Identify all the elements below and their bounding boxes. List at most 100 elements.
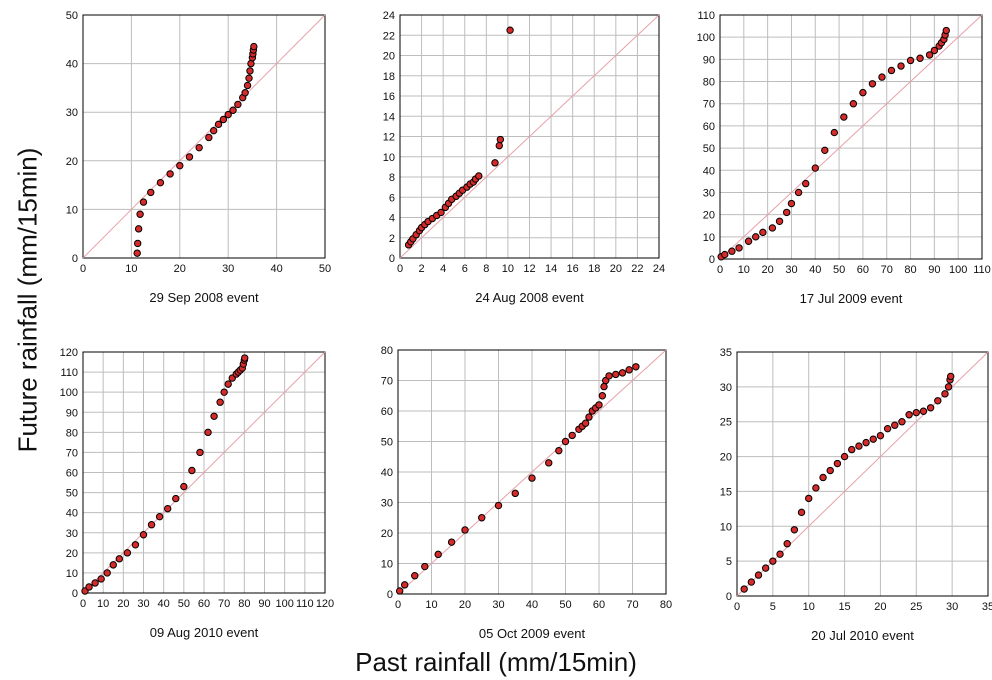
x-tick-label: 40 [270, 263, 282, 275]
y-tick-label: 30 [66, 107, 78, 119]
data-point [898, 418, 906, 426]
data-point [883, 424, 892, 433]
y-tick-label: 70 [381, 376, 393, 388]
chart-panel-6: 0 5 10 15 20 25 30 35 0 5 10 15 20 25 30 35 20 Jul 2010 … [720, 347, 992, 643]
data-point [797, 508, 806, 517]
x-tick-label: 0 [717, 264, 723, 276]
data-point [794, 188, 803, 197]
y-tick-label: 40 [66, 59, 78, 71]
data-point [919, 407, 928, 415]
x-tick-label: 60 [198, 598, 210, 610]
x-tick-label: 0 [80, 263, 86, 275]
y-tick-label: 0 [387, 589, 393, 601]
x-tick-label: 14 [545, 263, 557, 275]
data-point [224, 110, 232, 119]
data-point [761, 564, 770, 572]
data-point [461, 526, 469, 534]
data-point [916, 54, 924, 62]
y-tick-label: 16 [383, 91, 395, 103]
x-tick-label: 22 [631, 263, 643, 275]
x-tick-label: 15 [838, 601, 850, 613]
panel-title: 17 Jul 2009 event [800, 291, 903, 306]
data-point [506, 26, 514, 34]
data-point [859, 88, 867, 97]
x-tick-label: 10 [502, 263, 514, 275]
x-tick-label: 18 [588, 263, 600, 275]
data-point [395, 587, 404, 595]
y-tick-label: 100 [697, 32, 715, 44]
y-tick-label: 35 [720, 347, 732, 359]
x-tick-label: 50 [319, 263, 331, 275]
y-tick-label: 110 [697, 10, 715, 22]
data-point [136, 210, 144, 218]
data-point [204, 428, 212, 437]
data-point [905, 411, 913, 419]
x-tick-label: 60 [593, 599, 605, 611]
x-tick-label: 30 [492, 599, 504, 611]
y-tick-label: 60 [703, 121, 715, 133]
x-tick-label: 90 [258, 598, 270, 610]
data-point [123, 549, 132, 557]
data-point [868, 80, 877, 88]
data-point [941, 390, 949, 398]
y-tick-label: 25 [720, 417, 732, 429]
x-tick-label: 110 [973, 264, 991, 276]
x-tick-label: 80 [660, 599, 672, 611]
data-point [195, 143, 203, 152]
y-tick-label: 70 [703, 99, 715, 111]
x-tick-label: 80 [238, 598, 250, 610]
plot-frame [82, 351, 326, 594]
y-tick-label: 40 [66, 508, 78, 520]
data-point [496, 135, 505, 144]
data-point [134, 225, 143, 233]
data-point [475, 172, 483, 180]
data-point [401, 581, 409, 589]
data-point [243, 81, 252, 90]
data-point [115, 555, 124, 563]
data-point [133, 249, 141, 257]
data-point [545, 459, 553, 467]
y-tick-label: 22 [383, 30, 395, 42]
y-tick-label: 40 [703, 165, 715, 177]
y-tick-label: 2 [389, 233, 395, 245]
y-tick-label: 18 [383, 71, 395, 83]
x-tick-label: 110 [296, 598, 314, 610]
y-tick-label: 10 [703, 232, 715, 244]
y-tick-label: 10 [381, 559, 393, 571]
chart-panel-5: 0 10 20 30 40 50 60 70 80 0 10 20 30 40 50 60 70 80 05 Oct… [381, 345, 672, 641]
data-point [133, 239, 142, 248]
data-point [176, 161, 184, 170]
data-point [224, 380, 232, 388]
data-point [185, 153, 194, 161]
data-point [166, 170, 174, 178]
y-tick-label: 0 [72, 588, 78, 600]
data-point [897, 62, 905, 70]
data-point [147, 188, 155, 197]
y-tick-label: 30 [703, 187, 715, 199]
y-tick-label: 60 [66, 468, 78, 480]
y-tick-label: 30 [66, 528, 78, 540]
y-tick-label: 20 [383, 51, 395, 63]
data-point [205, 133, 213, 142]
data-point [421, 562, 429, 571]
data-point [219, 115, 228, 124]
x-tick-label: 30 [137, 598, 149, 610]
x-tick-label: 100 [949, 264, 967, 276]
data-point [245, 74, 253, 82]
x-tick-label: 10 [738, 264, 750, 276]
data-point [891, 421, 899, 429]
data-point [97, 575, 105, 583]
plot-frame [736, 351, 989, 597]
x-tick-label: 20 [874, 601, 886, 613]
x-tick-label: 5 [770, 601, 776, 613]
data-point [747, 578, 756, 586]
plot-frame [399, 14, 660, 259]
x-tick-label: 60 [857, 264, 869, 276]
data-point [625, 366, 633, 374]
data-point [156, 178, 165, 187]
x-tick-label: 8 [483, 263, 489, 275]
data-point [878, 73, 886, 81]
panel-title: 05 Oct 2009 event [479, 626, 586, 641]
y-tick-label: 14 [383, 111, 395, 123]
data-point [250, 42, 258, 51]
